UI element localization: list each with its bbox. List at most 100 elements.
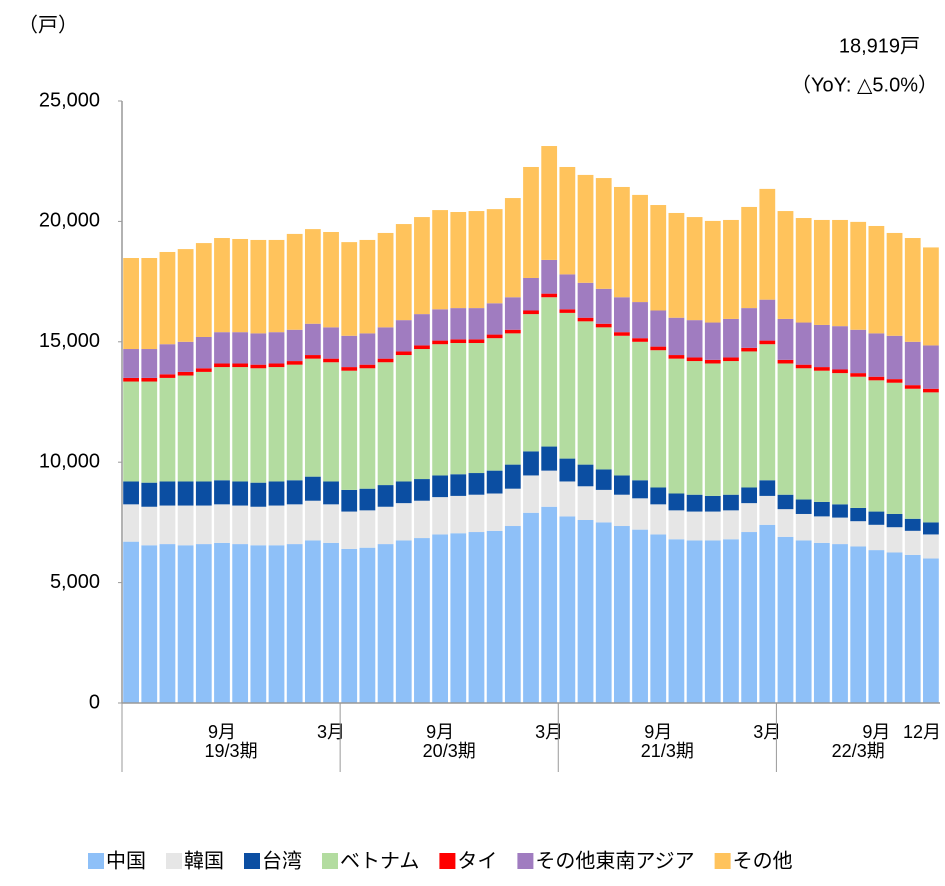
bar-segment	[286, 233, 303, 330]
bar-segment	[832, 326, 848, 370]
bar-segment	[359, 547, 376, 703]
bar-segment	[123, 349, 139, 378]
bar-segment	[741, 206, 758, 309]
bar-segment	[523, 475, 539, 513]
bar-segment	[286, 329, 303, 362]
bar-segment	[468, 339, 485, 344]
bar-segment	[341, 242, 358, 336]
bar-segment	[232, 544, 249, 703]
bar-segment	[414, 500, 430, 539]
bar-segment	[559, 274, 576, 310]
bar-segment	[323, 358, 339, 363]
bar-segment	[504, 526, 521, 703]
bar-segment	[686, 540, 703, 703]
bar-segment	[541, 259, 558, 294]
bar-segment	[904, 530, 921, 555]
bar-segment	[523, 512, 539, 703]
bar-segment	[904, 385, 921, 389]
bar-segment	[286, 544, 303, 703]
bar-segment	[704, 540, 721, 703]
bar-segment	[868, 511, 885, 525]
bar-segment	[141, 482, 158, 507]
bar-segment	[541, 297, 558, 447]
bar-segment	[595, 469, 612, 490]
bar-segment	[523, 314, 539, 452]
bar-segment	[686, 320, 703, 358]
bar-segment	[559, 309, 576, 313]
bar-segment	[377, 358, 394, 363]
bar-segment	[123, 381, 139, 482]
bar-segment	[323, 542, 339, 703]
bar-segment	[577, 519, 594, 703]
bar-segment	[341, 370, 358, 490]
bar-segment	[832, 504, 848, 518]
bar-segment	[177, 481, 194, 506]
y-tick-label: 0	[89, 691, 100, 713]
bar-segment	[813, 542, 830, 703]
bar-segment	[595, 522, 612, 703]
bar-segment	[159, 251, 176, 345]
legend-label: 韓国	[184, 849, 224, 872]
bar-segment	[923, 392, 939, 523]
bar-segment	[704, 363, 721, 496]
bar-segment	[504, 198, 521, 298]
bar-segment	[577, 486, 594, 520]
bar-segment	[450, 339, 467, 344]
bar-segment	[668, 493, 685, 511]
bar-segment	[123, 377, 139, 382]
bar-segment	[668, 510, 685, 540]
bar-segment	[614, 332, 630, 336]
bar-segment	[341, 367, 358, 371]
bar-segment	[850, 376, 867, 508]
bar-segment	[850, 521, 867, 547]
bar-segment	[432, 497, 448, 535]
bar-segment	[195, 336, 212, 369]
bar-segment	[395, 503, 412, 541]
bar-segment	[559, 166, 576, 275]
bar-segment	[923, 247, 939, 346]
bar-segment	[286, 480, 303, 505]
bar-segment	[486, 209, 503, 304]
bar-segment	[723, 494, 739, 511]
group-label: 19/3期	[205, 741, 258, 761]
bar-segment	[632, 480, 648, 499]
bar-segment	[904, 518, 921, 531]
bar-segment	[686, 511, 703, 541]
bar-segment	[850, 546, 867, 703]
bar-segment	[868, 225, 885, 334]
bar-segment	[523, 310, 539, 315]
bar-segment	[214, 363, 230, 368]
bar-segment	[541, 446, 558, 471]
bar-segment	[395, 351, 412, 356]
bar-segment	[141, 545, 158, 703]
bar-segment	[195, 481, 212, 506]
bar-segment	[414, 349, 430, 480]
bar-segment	[668, 358, 685, 494]
bar-segment	[414, 538, 430, 703]
bar-segment	[777, 363, 794, 495]
legend-swatch	[439, 853, 456, 869]
bar-segment	[704, 511, 721, 541]
annotation: 18,919戸	[839, 35, 920, 57]
bar-segment	[541, 293, 558, 298]
bar-segment	[395, 224, 412, 321]
bar-segment	[632, 341, 648, 481]
bar-segment	[813, 501, 830, 517]
x-tick-label: 9月	[644, 722, 672, 742]
bar-segment	[450, 343, 467, 475]
bar-segment	[268, 239, 285, 333]
bar-segment	[886, 335, 903, 380]
bar-segment	[177, 505, 194, 546]
bar-segment	[268, 367, 285, 482]
bar-segment	[323, 504, 339, 543]
bar-segment	[195, 368, 212, 372]
bar-segment	[468, 494, 485, 533]
group-label: 21/3期	[641, 741, 694, 761]
bar-segment	[795, 540, 812, 703]
bar-segment	[214, 480, 230, 505]
bar-segment	[577, 321, 594, 465]
bar-segment	[195, 243, 212, 337]
bar-segment	[268, 505, 285, 546]
bar-segment	[868, 550, 885, 703]
bar-segment	[250, 368, 267, 483]
